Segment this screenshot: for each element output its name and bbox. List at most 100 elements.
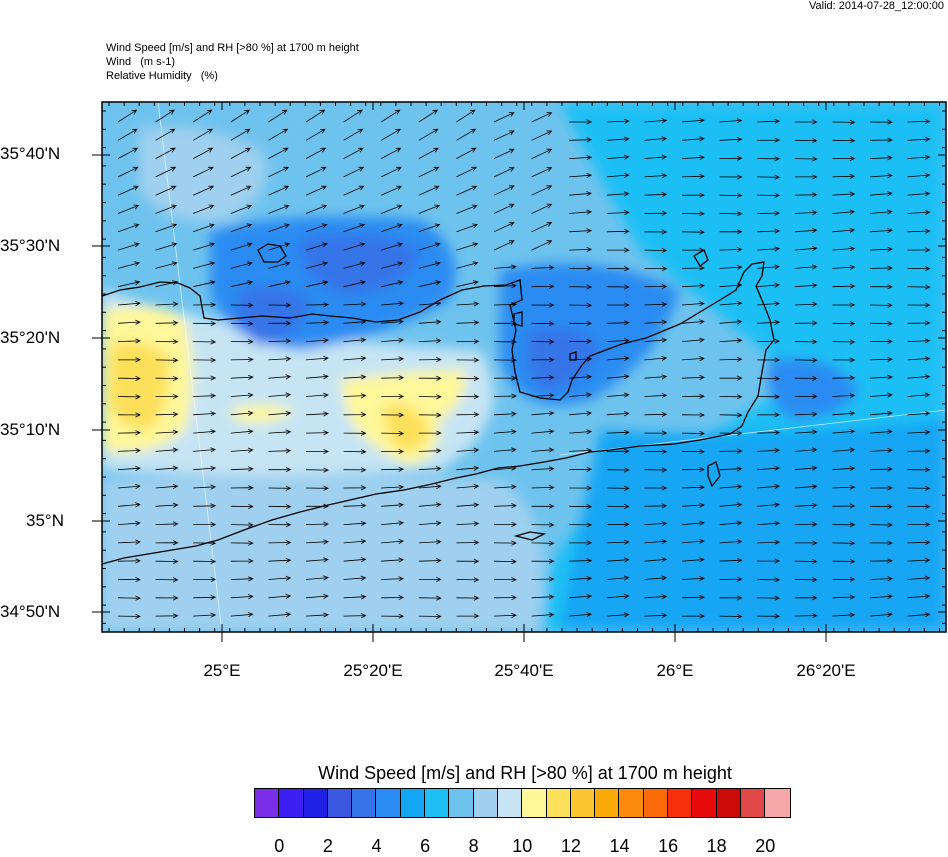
wind-arrow: [343, 374, 367, 380]
wind-arrow: [606, 118, 630, 124]
wind-arrow: [230, 429, 254, 435]
wind-arrow: [193, 484, 217, 490]
wind-arrow: [193, 503, 217, 509]
wind-arrow: [230, 503, 254, 509]
wind-arrow: [719, 229, 743, 235]
wind-arrow: [230, 242, 253, 251]
wind-arrow: [418, 300, 442, 307]
wind-arrow: [569, 429, 593, 435]
wind-arrow: [305, 557, 329, 563]
lat-label: 35°30'N: [0, 236, 61, 255]
colorbar-swatch: [279, 789, 304, 817]
wind-arrow: [117, 465, 141, 471]
wind-arrow: [719, 282, 743, 288]
wind-arrow: [117, 520, 141, 526]
wind-arrow: [418, 204, 441, 214]
wind-arrow: [193, 465, 217, 471]
wind-arrow: [719, 375, 743, 381]
wind-arrow: [832, 465, 856, 472]
wind-arrow: [869, 410, 893, 416]
wind-arrow: [230, 261, 253, 269]
wind-arrow: [268, 593, 292, 599]
wind-arrow: [456, 185, 478, 196]
wind-arrow: [606, 172, 630, 178]
wind-arrow: [869, 374, 893, 380]
wind-arrow: [832, 393, 856, 399]
wind-arrow: [719, 613, 743, 619]
wind-arrow: [381, 448, 405, 454]
wind-arrow: [381, 223, 403, 233]
wind-arrow: [569, 155, 593, 161]
wind-arrow: [155, 242, 178, 251]
wind-arrow: [381, 185, 403, 196]
wind-arrow: [907, 575, 931, 581]
wind-arrow: [381, 576, 405, 582]
wind-arrow: [493, 612, 517, 618]
wind-arrow: [569, 302, 593, 308]
wind-arrow: [606, 612, 630, 618]
wind-arrow: [456, 540, 480, 546]
wind-arrow: [832, 558, 856, 564]
wind-arrow: [193, 242, 216, 251]
wind-arrow: [907, 320, 931, 326]
lon-label: 25°E: [203, 661, 241, 680]
wind-arrow: [343, 467, 367, 473]
wind-arrow: [493, 411, 517, 417]
wind-arrow: [794, 301, 818, 307]
wind-arrow: [531, 540, 555, 546]
wind-arrow: [869, 540, 893, 546]
wind-arrow: [794, 447, 818, 453]
wind-arrow: [418, 412, 442, 418]
wind-arrow: [418, 539, 442, 545]
wind-arrow: [719, 502, 743, 508]
wind-arrow: [155, 357, 179, 363]
wind-arrow: [907, 266, 931, 272]
wind-arrow: [832, 246, 856, 252]
wind-arrow: [794, 521, 818, 527]
wind-arrow: [268, 410, 292, 416]
wind-arrow: [794, 484, 818, 490]
wind-arrow: [644, 154, 668, 160]
wind-arrow: [268, 147, 289, 159]
wind-arrow: [117, 448, 141, 454]
wind-arrow: [192, 128, 214, 141]
wind-arrow: [681, 337, 705, 343]
wind-arrow: [230, 374, 254, 380]
wind-arrow: [606, 247, 630, 253]
wind-arrow: [230, 576, 254, 582]
wind-arrow: [757, 539, 781, 545]
colorbar-tick-label: 16: [658, 836, 679, 856]
wind-arrow: [569, 356, 593, 362]
wind-arrow: [832, 503, 856, 509]
wind-arrow: [493, 112, 515, 123]
wind-arrow: [343, 109, 363, 123]
wind-arrow: [569, 338, 593, 344]
wind-arrow: [343, 355, 367, 361]
wind-arrow: [681, 173, 705, 179]
colorbar-swatch: [473, 789, 498, 817]
wind-arrow: [907, 228, 931, 234]
wind-arrow: [155, 429, 179, 435]
wind-arrow: [230, 485, 254, 491]
wind-arrow: [381, 502, 405, 508]
wind-arrow: [644, 411, 668, 417]
wind-arrow: [343, 301, 367, 307]
wind-arrow: [757, 394, 781, 400]
wind-arrow: [606, 411, 630, 417]
wind-arrow: [117, 577, 141, 583]
wind-arrow: [493, 357, 517, 363]
wind-arrow: [644, 393, 668, 399]
wind-arrow: [117, 412, 141, 418]
wind-arrow: [569, 522, 593, 528]
wind-arrow: [681, 449, 705, 455]
wind-arrow: [268, 467, 292, 473]
title-line-1: Wind Speed [m/s] and RH [>80 %] at 1700 …: [106, 42, 359, 54]
wind-arrow: [268, 504, 292, 510]
wind-arrow: [155, 558, 179, 564]
wind-arrow: [569, 392, 593, 398]
wind-arrow: [869, 302, 893, 308]
wind-arrow: [907, 612, 931, 618]
wind-arrow: [305, 147, 327, 159]
wind-arrow: [644, 266, 668, 272]
wind-arrow: [381, 557, 405, 563]
